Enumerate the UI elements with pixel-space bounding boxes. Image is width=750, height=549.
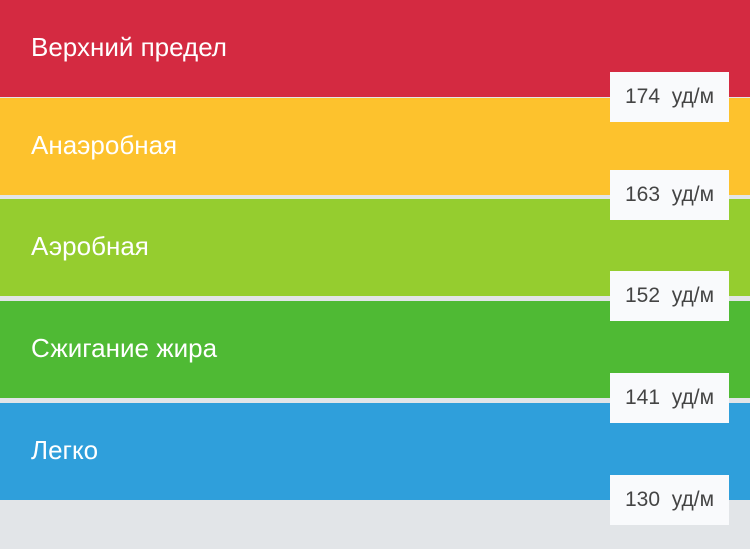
threshold-unit: уд/м <box>671 85 715 108</box>
threshold-value: 174 <box>624 85 661 108</box>
threshold-value: 141 <box>624 386 661 409</box>
zone-band[interactable]: Верхний предел <box>0 0 750 97</box>
threshold-badge: 174 уд/м <box>610 72 729 122</box>
threshold-value: 163 <box>624 183 661 206</box>
zone-label: Сжигание жира <box>31 333 218 363</box>
threshold-badge: 152 уд/м <box>610 271 729 321</box>
threshold-badge: 163 уд/м <box>610 170 729 220</box>
threshold-value: 130 <box>624 488 661 511</box>
threshold-value: 152 <box>624 284 661 307</box>
threshold-badge: 130 уд/м <box>610 475 729 525</box>
zone-label: Аэробная <box>31 231 149 261</box>
threshold-unit: уд/м <box>671 488 715 511</box>
zone-label: Анаэробная <box>31 130 178 160</box>
threshold-unit: уд/м <box>671 386 715 409</box>
threshold-unit: уд/м <box>671 284 715 307</box>
zone-label: Легко <box>31 435 99 465</box>
threshold-unit: уд/м <box>671 183 715 206</box>
threshold-badge: 141 уд/м <box>610 373 729 423</box>
zone-label: Верхний предел <box>31 32 227 62</box>
